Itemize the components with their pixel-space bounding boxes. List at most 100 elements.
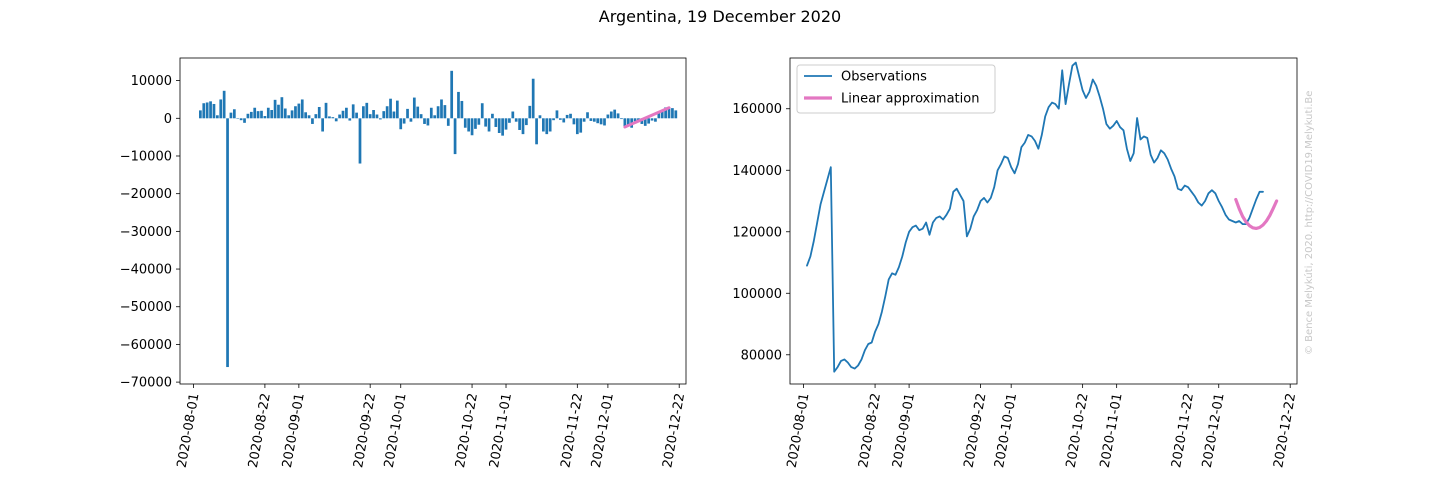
copyright-watermark: © Bence Melykúti, 2020. http://COVID19.M… xyxy=(1303,91,1315,355)
bar xyxy=(202,103,206,119)
bar xyxy=(395,100,399,119)
bar xyxy=(508,118,511,123)
bar xyxy=(650,118,654,121)
bar xyxy=(433,115,437,119)
bar xyxy=(562,118,566,123)
bar xyxy=(440,99,443,119)
bar xyxy=(334,118,338,122)
bar xyxy=(215,115,219,119)
bar xyxy=(328,116,331,119)
bar xyxy=(266,107,270,119)
x-tick-label: 2020-11-01 xyxy=(1098,392,1126,469)
bar xyxy=(389,98,392,119)
bar xyxy=(229,112,233,119)
bar xyxy=(623,118,627,127)
bar xyxy=(253,107,257,119)
bar xyxy=(222,90,226,119)
x-tick-label: 2020-10-22 xyxy=(453,392,481,469)
y-tick-label: −40000 xyxy=(120,263,172,278)
legend-box xyxy=(796,64,996,114)
x-tick-label: 2020-12-01 xyxy=(1200,392,1228,469)
bar xyxy=(273,99,277,119)
daily-change-bar-chart: 10000 0 −10000 −20000 −30000 −40000 −50000 −600… xyxy=(120,57,688,469)
bar xyxy=(358,118,362,164)
bar xyxy=(671,108,674,119)
bar xyxy=(463,118,467,128)
bar xyxy=(575,118,579,135)
bar xyxy=(317,106,321,119)
x-tick-label: 2020-08-01 xyxy=(175,392,203,469)
x-tick-label: 2020-08-01 xyxy=(785,392,813,469)
bar xyxy=(362,106,365,119)
y-tick-label: 140000 xyxy=(732,164,782,179)
bar xyxy=(487,118,491,132)
bar xyxy=(497,118,501,133)
x-tick-label: 2020-12-22 xyxy=(660,392,688,469)
bar xyxy=(236,118,240,119)
bar xyxy=(338,114,341,119)
bar xyxy=(249,111,253,119)
bar xyxy=(331,117,335,119)
bar xyxy=(674,110,678,119)
bar xyxy=(484,118,487,127)
bar xyxy=(589,118,593,121)
figure-title: Argentina, 19 December 2020 xyxy=(599,7,841,26)
bar xyxy=(620,118,623,120)
bar xyxy=(287,115,291,119)
bar xyxy=(558,118,562,120)
bar xyxy=(300,99,304,119)
bar xyxy=(205,102,209,119)
bar xyxy=(477,118,481,125)
bar xyxy=(385,106,389,119)
bar xyxy=(263,116,267,119)
bar xyxy=(518,118,521,130)
bar xyxy=(348,118,352,121)
linear-approximation-line xyxy=(1234,197,1279,230)
observations-line xyxy=(806,61,1264,373)
bar xyxy=(470,118,474,136)
bar xyxy=(412,97,416,119)
bar xyxy=(592,118,596,122)
bar xyxy=(613,109,617,119)
y-tick-label: −10000 xyxy=(120,149,172,164)
approximation-line xyxy=(623,106,671,129)
bar xyxy=(501,118,504,136)
bar xyxy=(416,106,420,119)
bar xyxy=(569,113,572,119)
bar xyxy=(542,118,545,132)
bar xyxy=(365,102,369,119)
bar xyxy=(460,100,464,119)
bar xyxy=(341,110,345,119)
x-tick-label: 2020-08-22 xyxy=(246,392,274,469)
legend: Observations Linear approximation xyxy=(796,64,996,114)
bar xyxy=(402,118,406,124)
x-tick-label: 2020-11-22 xyxy=(558,392,586,469)
y-tick-label: −30000 xyxy=(120,225,172,240)
bar xyxy=(603,118,606,126)
bar xyxy=(429,107,433,119)
bar xyxy=(311,118,314,124)
bar xyxy=(443,105,447,119)
bar xyxy=(555,110,559,119)
bar xyxy=(419,114,423,119)
x-tick-label: 2020-12-01 xyxy=(589,392,617,469)
bar xyxy=(545,118,549,135)
bar xyxy=(657,113,661,119)
bar xyxy=(324,102,328,119)
bar xyxy=(582,118,586,122)
bar xyxy=(446,118,450,126)
plot-frame xyxy=(179,57,687,385)
bar xyxy=(321,118,324,132)
bar xyxy=(450,70,454,119)
observations-line-chart: 160000 140000 120000 100000 80000 2020-08-01 2… xyxy=(732,57,1299,469)
bar xyxy=(579,118,583,133)
bar xyxy=(246,113,250,119)
bar xyxy=(260,110,263,119)
bar xyxy=(226,118,229,368)
bar xyxy=(280,97,284,119)
x-tick-label: 2020-09-01 xyxy=(280,392,308,469)
bar xyxy=(504,118,508,130)
bar xyxy=(480,103,484,119)
bar xyxy=(423,118,426,124)
